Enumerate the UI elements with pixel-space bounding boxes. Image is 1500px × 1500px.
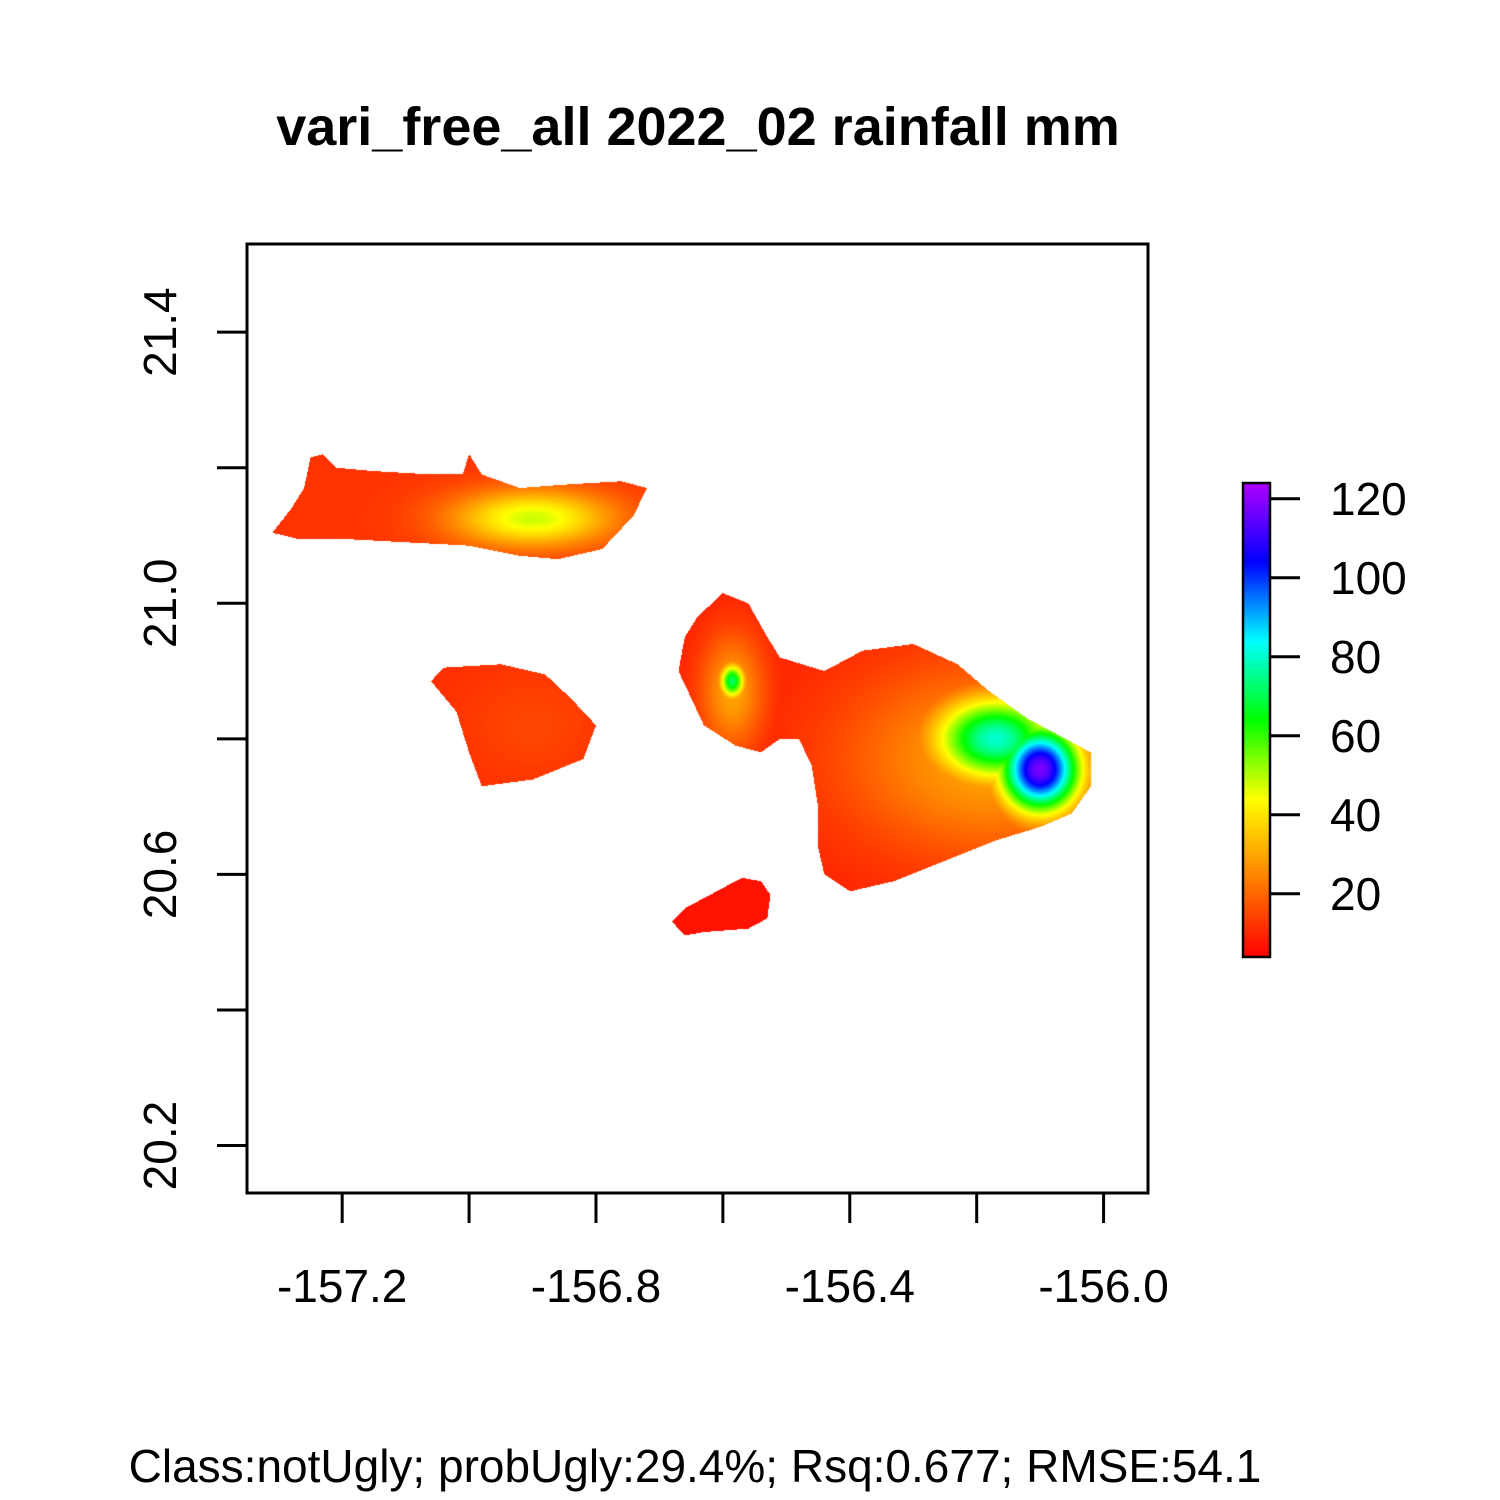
x-tick-label: -157.2 (277, 1260, 407, 1312)
legend-tick-label: 100 (1330, 552, 1407, 604)
legend-tick-label: 40 (1330, 789, 1381, 841)
y-tick-label: 20.2 (134, 1101, 186, 1191)
legend-tick-label: 120 (1330, 473, 1407, 525)
y-axis: 20.2 20.6 21.0 21.4 (134, 287, 247, 1190)
y-tick-label: 21.4 (134, 287, 186, 377)
legend-tick-label: 60 (1330, 710, 1381, 762)
model-stats-footer: Class:notUgly; probUgly:29.4%; Rsq:0.677… (129, 1440, 1262, 1492)
plot-frame (245, 242, 1150, 1195)
y-tick-label: 21.0 (134, 558, 186, 648)
x-tick-label: -156.4 (785, 1260, 915, 1312)
y-tick-label: 20.6 (134, 830, 186, 920)
color-legend: 20 40 60 80 100 120 (1241, 473, 1407, 959)
x-tick-label: -156.8 (531, 1260, 661, 1312)
x-tick-label: -156.0 (1038, 1260, 1168, 1312)
legend-color-bar (1241, 481, 1272, 959)
legend-tick-label: 80 (1330, 631, 1381, 683)
rainfall-raster-image (247, 244, 1148, 1193)
rainfall-raster (247, 244, 1148, 1193)
legend-tick-label: 20 (1330, 868, 1381, 920)
x-axis: -157.2 -156.8 -156.4 -156.0 (277, 1193, 1169, 1312)
chart-title: vari_free_all 2022_02 rainfall mm (276, 97, 1120, 157)
